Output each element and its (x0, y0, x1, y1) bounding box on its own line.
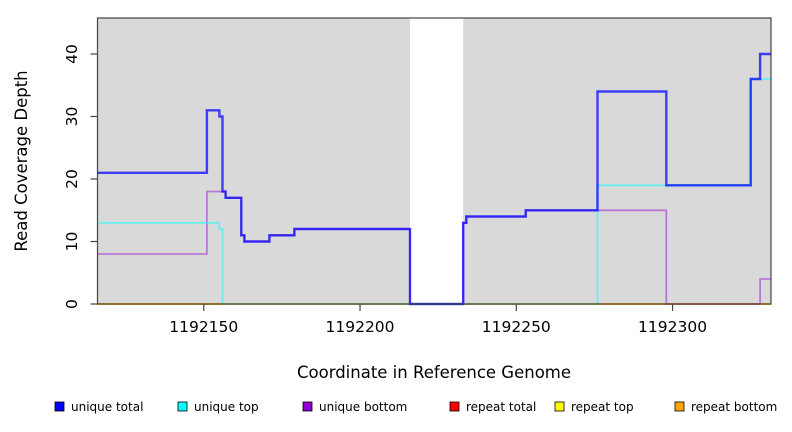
legend-label-repeat-top: repeat top (571, 400, 634, 414)
legend-label-repeat-bottom: repeat bottom (691, 400, 777, 414)
legend-swatch-unique-top (177, 401, 188, 412)
legend-swatch-unique-bottom (302, 401, 313, 412)
legend-label-unique-top: unique top (194, 400, 259, 414)
legend-swatch-repeat-total (449, 401, 460, 412)
plot-border (96, 17, 772, 305)
x-tick-label: 1192300 (638, 318, 707, 336)
legend-label-repeat-total: repeat total (466, 400, 536, 414)
y-tick-label: 40 (63, 44, 81, 64)
no-data-gap (410, 18, 464, 304)
series-unique-total (97, 52, 771, 306)
y-tick-label: 10 (63, 232, 81, 252)
legend: unique total unique top unique bottom repea… (54, 400, 777, 414)
legend-swatch-repeat-bottom (674, 401, 685, 412)
x-tick-label: 1192150 (169, 318, 238, 336)
y-tick-label: 20 (63, 169, 81, 189)
plot-area: 1192150 1192200 1192250 1192300 0 10 20 30 40 (63, 17, 772, 336)
x-tick-label: 1192200 (326, 318, 395, 336)
y-axis-title: Read Coverage Depth (12, 70, 31, 251)
x-axis-title: Coordinate in Reference Genome (297, 363, 571, 382)
y-tick-label: 0 (63, 299, 81, 309)
x-tick-label: 1192250 (482, 318, 551, 336)
y-tick-label: 30 (63, 107, 81, 127)
legend-swatch-unique-total (54, 401, 65, 412)
legend-label-unique-bottom: unique bottom (319, 400, 407, 414)
legend-label-unique-total: unique total (71, 400, 143, 414)
legend-swatch-repeat-top (554, 401, 565, 412)
